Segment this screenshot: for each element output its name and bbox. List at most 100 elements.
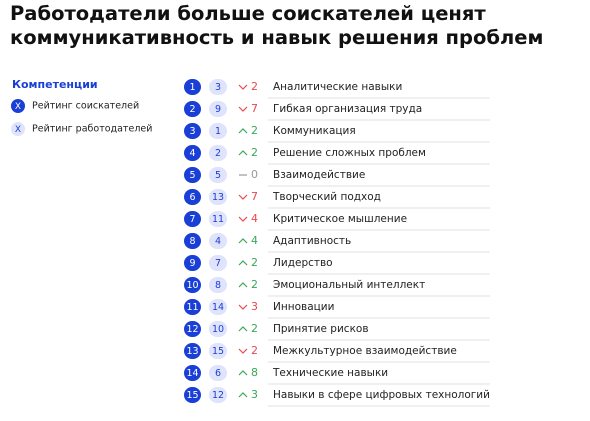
applicant-badge bbox=[184, 211, 201, 227]
employer-rank: 11 bbox=[212, 214, 224, 225]
change-arrow bbox=[238, 194, 248, 200]
employer-badge bbox=[209, 321, 227, 337]
change-arrow bbox=[238, 216, 248, 222]
change-value: 2 bbox=[251, 80, 258, 93]
employer-rank: 10 bbox=[212, 324, 224, 335]
change-value: 3 bbox=[251, 300, 258, 313]
legend-marker-text: X bbox=[15, 125, 21, 135]
employer-rank: 9 bbox=[215, 104, 221, 115]
applicant-rank: 10 bbox=[186, 280, 198, 291]
employer-badge bbox=[209, 211, 227, 227]
employer-badge bbox=[209, 387, 227, 403]
applicant-badge bbox=[184, 101, 201, 117]
legend-marker-text: X bbox=[15, 102, 21, 112]
employer-badge bbox=[209, 101, 227, 117]
applicant-rank: 3 bbox=[189, 126, 195, 137]
applicant-badge bbox=[184, 277, 201, 293]
skill-name: Коммуникация bbox=[273, 125, 356, 137]
change-value: 4 bbox=[251, 212, 258, 225]
title-line: коммуникативность и навык решения пробле… bbox=[10, 26, 543, 49]
applicant-rank: 8 bbox=[189, 236, 195, 247]
applicant-badge bbox=[184, 123, 201, 139]
applicant-rank: 2 bbox=[189, 104, 195, 115]
employer-rank: 2 bbox=[215, 148, 221, 159]
employer-rank: 7 bbox=[215, 258, 221, 269]
skill-name: Принятие рисков bbox=[273, 323, 369, 335]
employer-rank: 8 bbox=[215, 280, 221, 291]
employer-rank: 12 bbox=[212, 390, 224, 401]
skill-name: Творческий подход bbox=[272, 191, 381, 203]
employer-rank: 4 bbox=[215, 236, 221, 247]
applicant-rank: 5 bbox=[189, 170, 195, 181]
applicant-rank: 13 bbox=[186, 346, 198, 357]
applicant-badge bbox=[184, 189, 201, 205]
change-arrow bbox=[238, 150, 248, 156]
employer-rank: 1 bbox=[215, 126, 221, 137]
applicant-badge bbox=[184, 343, 201, 359]
change-value: 0 bbox=[251, 168, 258, 181]
employer-rank: 13 bbox=[212, 192, 224, 203]
employer-badge bbox=[209, 145, 227, 161]
applicant-rank: 11 bbox=[186, 302, 198, 313]
legend-label: Рейтинг соискателей bbox=[32, 101, 139, 112]
skill-name: Инновации bbox=[273, 301, 334, 313]
employer-badge bbox=[209, 255, 227, 271]
applicant-badge bbox=[184, 321, 201, 337]
applicant-badge bbox=[184, 387, 201, 403]
change-arrow bbox=[238, 348, 248, 354]
applicant-rank: 7 bbox=[189, 214, 195, 225]
change-value: 7 bbox=[251, 190, 258, 203]
applicant-rank: 15 bbox=[186, 390, 198, 401]
applicant-rank: 9 bbox=[189, 258, 195, 269]
employer-rank: 14 bbox=[212, 302, 224, 313]
legend-heading: Компетенции bbox=[12, 78, 98, 91]
employer-rank: 3 bbox=[215, 82, 221, 93]
applicant-badge bbox=[184, 365, 201, 381]
applicant-rank: 12 bbox=[186, 324, 198, 335]
applicant-rank: 4 bbox=[189, 148, 195, 159]
change-value: 2 bbox=[251, 256, 258, 269]
title-line: Работодатели больше соискателей ценят bbox=[10, 2, 486, 25]
applicant-badge bbox=[184, 145, 201, 161]
employer-badge bbox=[209, 299, 227, 315]
change-arrow bbox=[238, 260, 248, 266]
employer-badge bbox=[209, 233, 227, 249]
change-arrow bbox=[238, 326, 248, 332]
change-value: 2 bbox=[251, 124, 258, 137]
applicant-badge bbox=[184, 167, 201, 183]
change-arrow bbox=[238, 84, 248, 90]
employer-badge bbox=[209, 167, 227, 183]
change-value: 3 bbox=[251, 388, 258, 401]
skill-name: Межкультурное взаимодействие bbox=[273, 345, 457, 357]
change-arrow bbox=[238, 304, 248, 310]
change-value: 2 bbox=[251, 146, 258, 159]
change-arrow bbox=[238, 106, 248, 112]
applicant-badge bbox=[184, 233, 201, 249]
change-arrow bbox=[238, 238, 248, 244]
change-value: 2 bbox=[251, 322, 258, 335]
change-value: 7 bbox=[251, 102, 258, 115]
applicant-badge bbox=[184, 255, 201, 271]
skill-name: Критическое мышление bbox=[273, 213, 407, 225]
skill-name: Решение сложных проблем bbox=[273, 147, 426, 159]
change-arrow bbox=[238, 392, 248, 398]
change-value: 2 bbox=[251, 344, 258, 357]
employer-badge bbox=[209, 343, 227, 359]
employer-rank: 5 bbox=[215, 170, 221, 181]
applicant-badge bbox=[184, 79, 201, 95]
change-value: 8 bbox=[251, 366, 258, 379]
change-arrow bbox=[238, 370, 248, 376]
applicant-rank: 14 bbox=[186, 368, 198, 379]
employer-rank: 6 bbox=[215, 368, 221, 379]
applicant-rank: 1 bbox=[189, 82, 195, 93]
employer-badge bbox=[209, 123, 227, 139]
employer-rank: 15 bbox=[212, 346, 224, 357]
change-arrow bbox=[238, 128, 248, 134]
change-arrow bbox=[238, 282, 248, 288]
change-value: 4 bbox=[251, 234, 258, 247]
skill-name: Адаптивность bbox=[273, 235, 351, 247]
skill-name: Технические навыки bbox=[272, 367, 388, 379]
employer-badge bbox=[209, 79, 227, 95]
skill-name: Эмоциональный интеллект bbox=[273, 279, 425, 291]
